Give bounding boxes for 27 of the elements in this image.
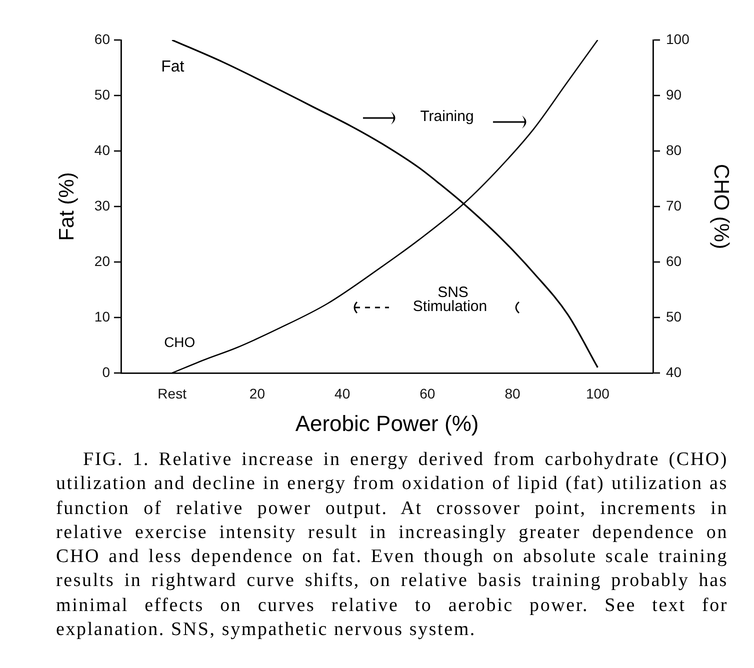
y-axis-title: Fat (%) (55, 172, 78, 241)
x-tick-label: 40 (334, 385, 350, 402)
caption: FIG. 1. Relative increase in energy derived from carbohydrate (CHO) utilization and decline in energy from oxidation of lipid (fat) utilization as function of relative power output. At crossover point, increments in relative exercise intensity result in increasingly greater dependence on CHO and less dependence on fat. Even though on absolute scale training results in rightward curve shifts, on relative basis training probably has minimal effects on curves relative to aerobic power. See text for explanation. SNS, sympathetic nervous system. (56, 448, 728, 642)
y2-tick-label: 50 (666, 308, 682, 324)
y2-axis-title: CHO (%) (710, 164, 733, 250)
y2-tick-label: 80 (666, 142, 682, 158)
x-axis-title: Aerobic Power (%) (295, 410, 479, 436)
y-tick-label: 50 (94, 86, 110, 102)
y2-tick-label: 70 (666, 197, 682, 214)
series-label: CHO (164, 334, 196, 350)
x-tick-label: 100 (586, 385, 610, 402)
x-tick-label: 60 (420, 385, 436, 402)
series-label: Fat (161, 58, 185, 76)
y2-tick-label: 60 (666, 252, 682, 269)
y-tick-label: 20 (94, 252, 110, 269)
annotation: Training (420, 108, 474, 126)
y-tick-label: 60 (94, 30, 110, 47)
x-tick-label: 20 (249, 385, 266, 402)
y2-tick-label: 100 (666, 30, 690, 47)
y-tick-label: 40 (94, 142, 110, 158)
x-tick-label: 80 (504, 385, 521, 402)
y-tick-label: 10 (94, 308, 110, 324)
y-tick-label: 0 (102, 364, 110, 380)
y2-tick-label: 40 (666, 364, 682, 380)
y-tick-label: 30 (94, 197, 110, 214)
y2-tick-label: 90 (666, 86, 682, 102)
x-tick-label: Rest (158, 385, 187, 402)
